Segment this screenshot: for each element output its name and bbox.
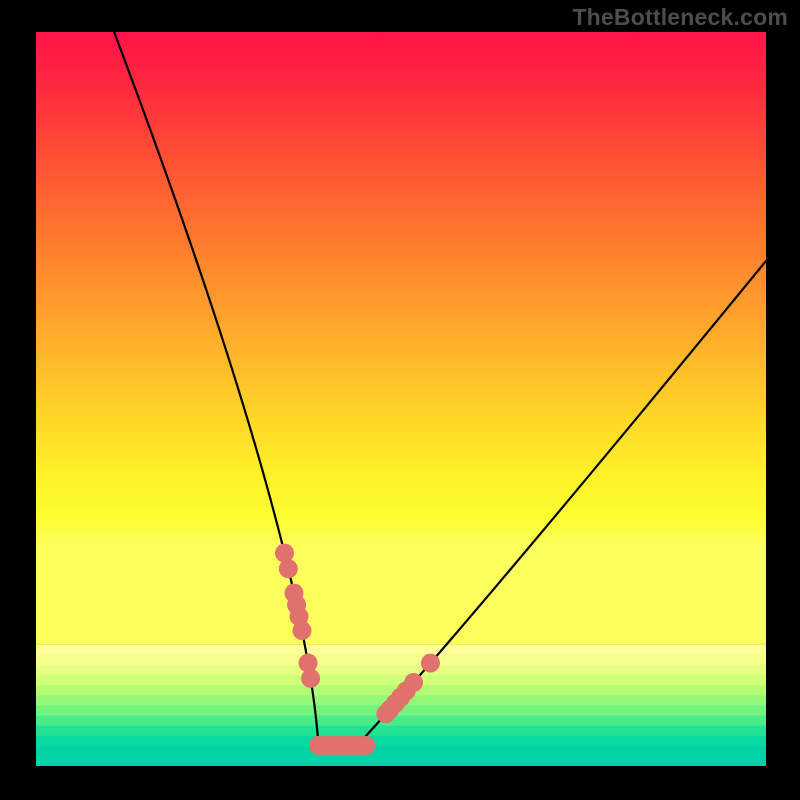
data-point: [292, 621, 311, 640]
data-point: [301, 669, 320, 688]
watermark-text: TheBottleneck.com: [572, 4, 788, 31]
data-point: [376, 704, 395, 723]
data-point: [421, 654, 440, 673]
data-point: [356, 736, 375, 755]
bottleneck-chart: [0, 0, 800, 800]
data-point: [279, 559, 298, 578]
